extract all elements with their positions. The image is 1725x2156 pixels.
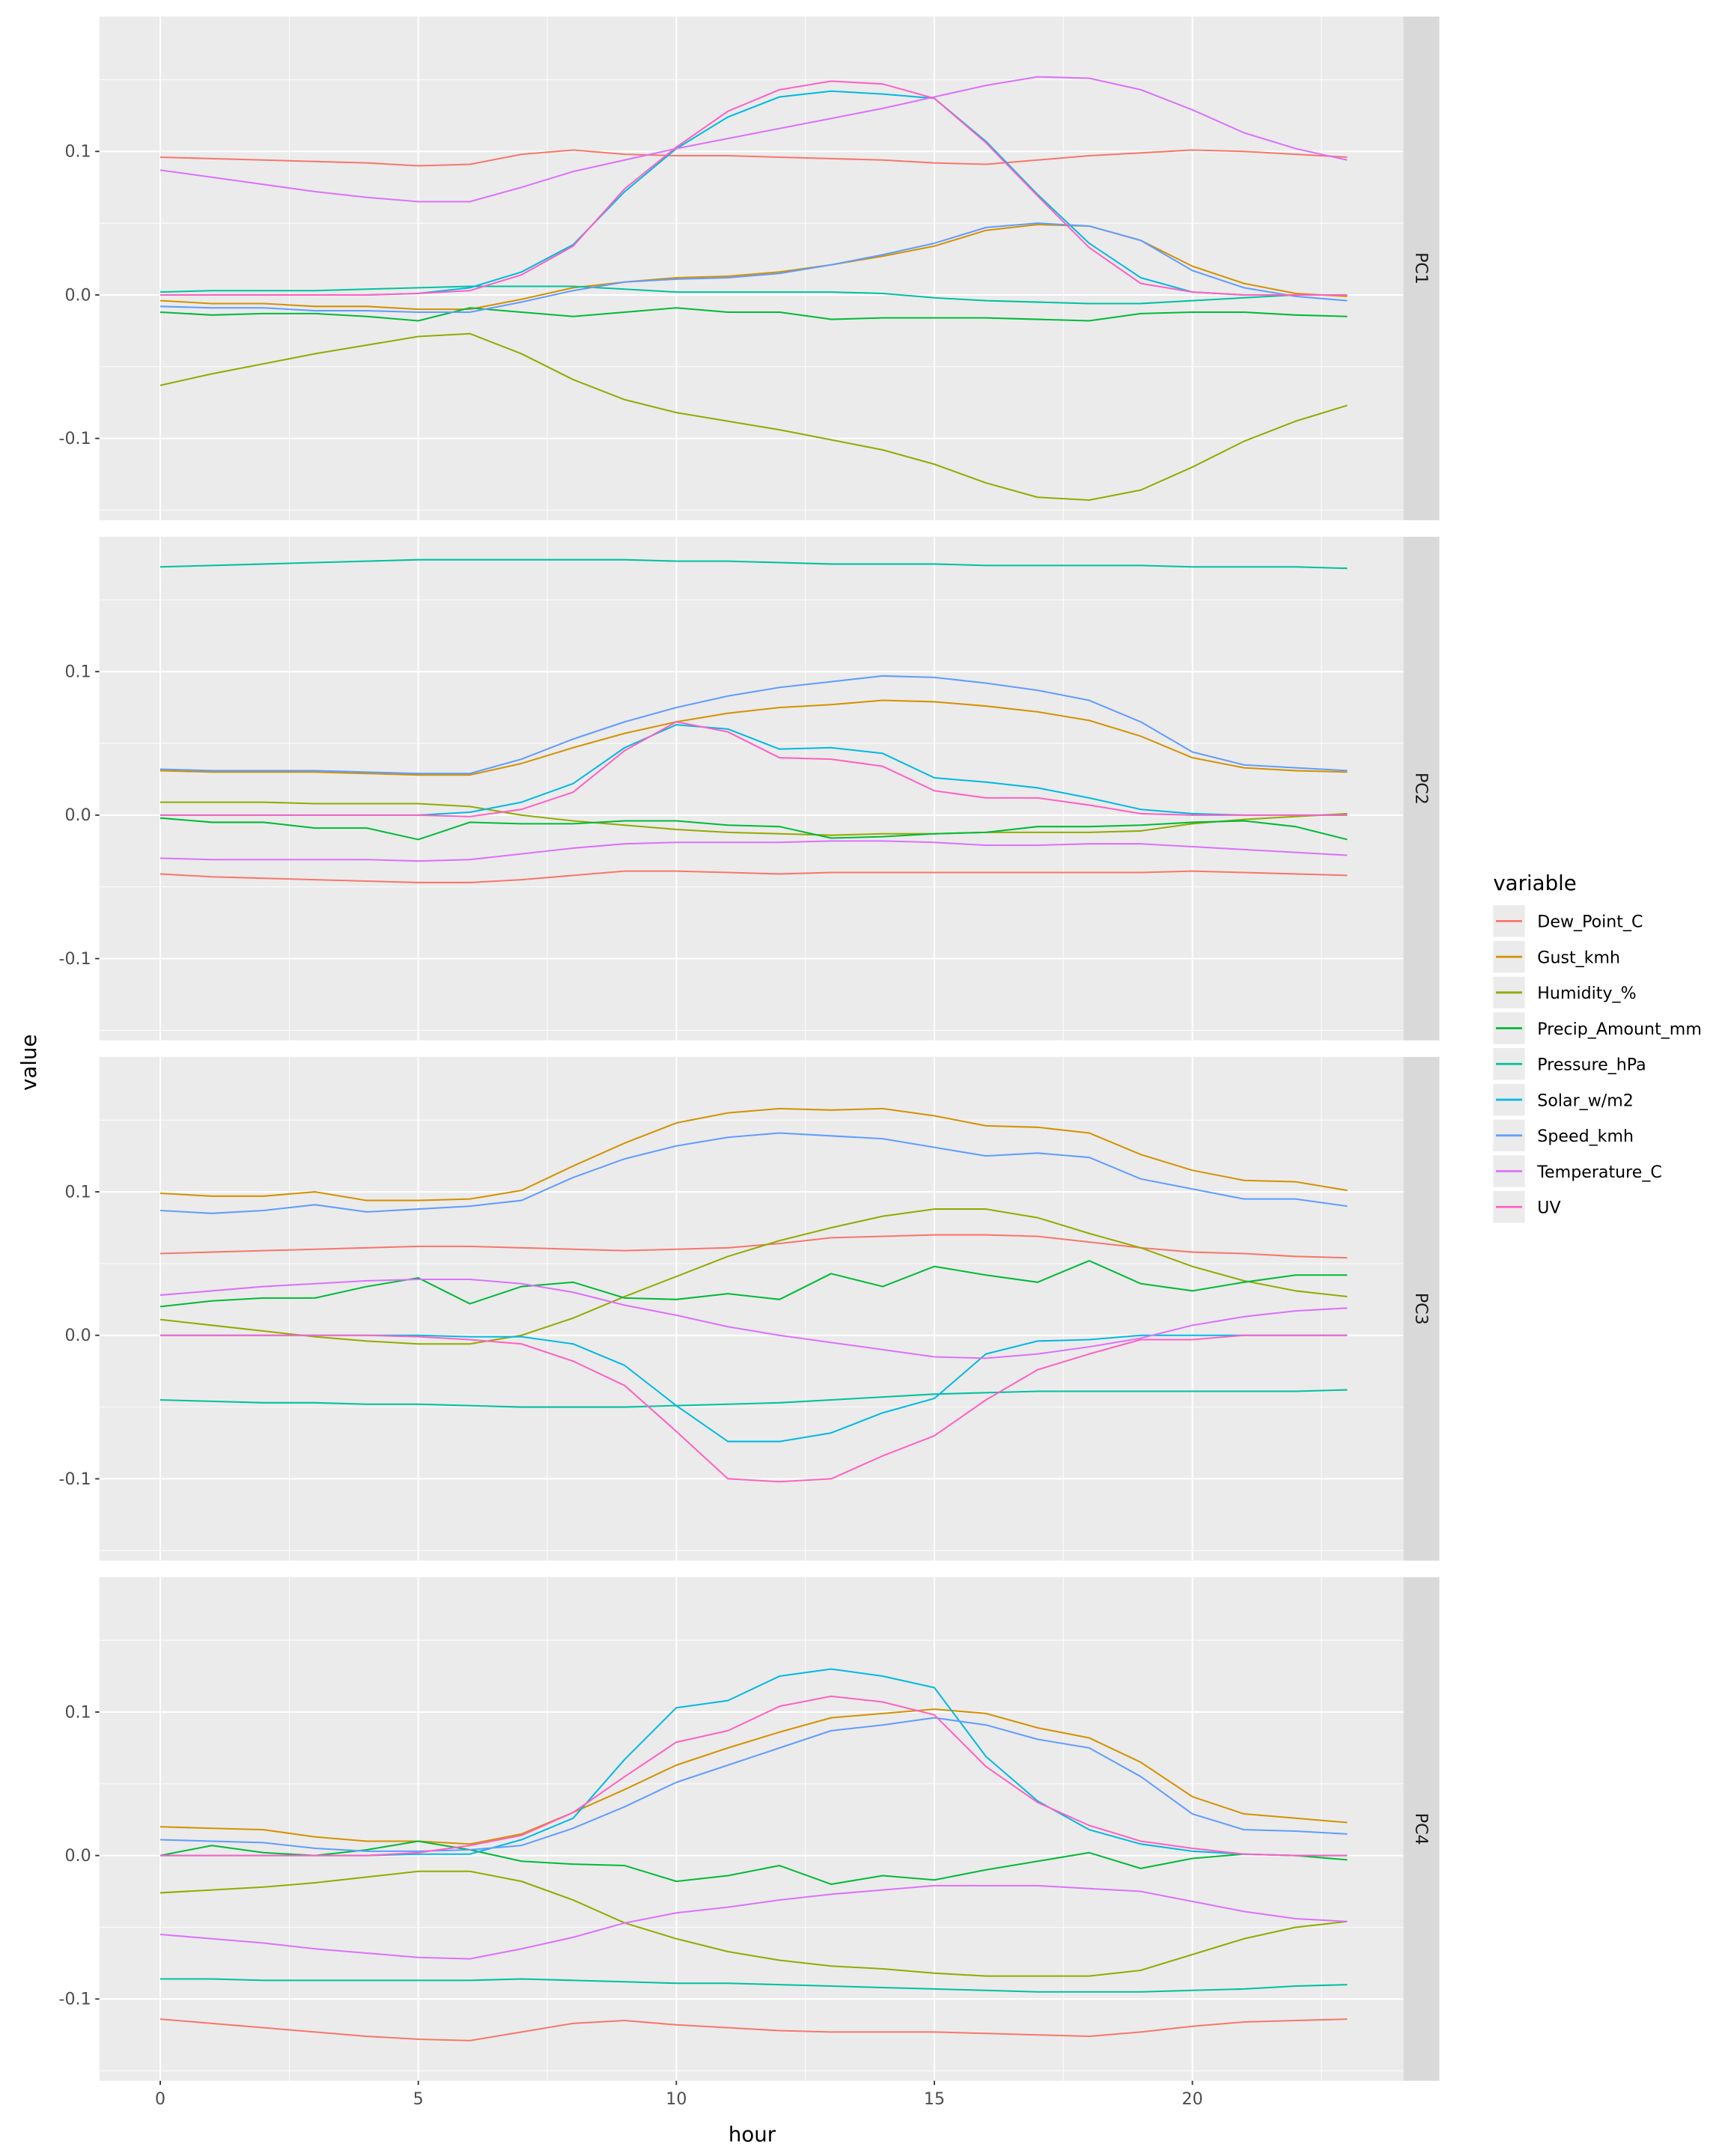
series-line-pressure-hpa	[160, 1978, 1348, 1993]
y-tick-label: 0.0	[64, 1326, 91, 1345]
series-line-temperature-c	[159, 76, 1348, 203]
series-line-dew-point-c	[160, 149, 1348, 167]
series-line-temperature-c	[159, 1884, 1348, 1960]
facet-panel-pc1: -0.1 0.0 0.1 PC1	[59, 16, 1440, 520]
legend-label: UV	[1537, 1199, 1560, 1218]
series-line-speed-kmh	[160, 1717, 1348, 1852]
facet-strip	[1403, 16, 1440, 520]
panel-background	[99, 1577, 1404, 2081]
legend-item: UV	[1493, 1191, 1561, 1223]
facet-panel-pc2: -0.1 0.0 0.1 PC2	[59, 537, 1440, 1041]
legend-label: Humidity_%	[1537, 984, 1636, 1003]
y-tick-label: 0.1	[64, 663, 91, 682]
legend-item: Pressure_hPa	[1493, 1048, 1646, 1080]
series-line-precip-amount-mm	[159, 1260, 1348, 1308]
y-tick-label: -0.1	[59, 949, 91, 969]
facet-strip	[1403, 1056, 1440, 1561]
series-line-speed-kmh	[159, 1132, 1348, 1214]
legend-item: Precip_Amount_mm	[1493, 1012, 1702, 1044]
legend-label: Dew_Point_C	[1537, 913, 1643, 932]
series-line-uv	[160, 1334, 1348, 1483]
series-line-temperature-c	[160, 840, 1348, 862]
facet-strip	[1403, 537, 1440, 1041]
series-line-humidity-	[159, 1870, 1348, 1977]
y-axis-title: value	[16, 1035, 41, 1091]
y-tick-label: 0.0	[64, 285, 91, 305]
series-line-dew-point-c	[159, 2018, 1348, 2041]
legend-item: Humidity_%	[1493, 976, 1637, 1009]
legend-item: Dew_Point_C	[1493, 905, 1643, 937]
legend-item: Speed_kmh	[1493, 1119, 1634, 1151]
x-axis-title: hour	[728, 2122, 776, 2147]
legend-label: Temperature_C	[1536, 1163, 1662, 1182]
panel-background	[99, 1056, 1404, 1561]
series-line-gust-kmh	[159, 1107, 1348, 1202]
series-line-precip-amount-mm	[159, 817, 1348, 841]
series-line-gust-kmh	[160, 1708, 1348, 1845]
legend-item: Temperature_C	[1493, 1155, 1662, 1187]
y-tick-label: 0.1	[64, 1702, 91, 1722]
y-tick-label: -0.1	[59, 1990, 91, 2009]
series-line-speed-kmh	[160, 674, 1348, 775]
legend-label: Speed_kmh	[1537, 1127, 1634, 1146]
facet-strip-label: PC4	[1411, 1813, 1431, 1845]
legend-label: Gust_kmh	[1537, 948, 1620, 967]
series-line-pressure-hpa	[160, 285, 1348, 305]
x-tick-label: 0	[155, 2089, 165, 2109]
series-line-dew-point-c	[160, 1234, 1348, 1259]
series-line-uv	[160, 1695, 1348, 1857]
y-tick-label: -0.1	[59, 429, 91, 448]
legend-item: Solar_w/m2	[1493, 1083, 1634, 1116]
legend: variable Dew_Point_C Gust_kmh Humidity_% Pr…	[1493, 871, 1702, 1223]
facet-panel-pc4: -0.1 0.0 0.1 PC4 0 5 10 15 20	[59, 1577, 1440, 2109]
legend-label: Pressure_hPa	[1537, 1056, 1646, 1075]
x-tick-label: 15	[924, 2089, 945, 2109]
y-tick-label: -0.1	[59, 1470, 91, 1489]
series-line-pressure-hpa	[160, 1389, 1348, 1408]
facet-strip-label: PC3	[1411, 1293, 1431, 1325]
facet-strip	[1403, 1577, 1440, 2081]
panel-background	[99, 537, 1404, 1041]
y-tick-label: 0.0	[64, 806, 91, 825]
y-tick-label: 0.0	[64, 1846, 91, 1866]
series-line-pressure-hpa	[160, 558, 1348, 570]
facet-strip-label: PC2	[1411, 773, 1431, 805]
series-line-uv	[160, 80, 1348, 296]
y-tick-label: 0.1	[64, 142, 91, 162]
facet-panels: -0.10.00.1PC1-0.10.00.1PC2-0.10.00.1PC3-…	[59, 16, 1440, 2109]
series-line-precip-amount-mm	[159, 307, 1348, 322]
legend-label: Precip_Amount_mm	[1537, 1020, 1702, 1039]
series-line-gust-kmh	[160, 699, 1348, 776]
series-line-uv	[160, 721, 1348, 817]
legend-label: Solar_w/m2	[1537, 1091, 1634, 1110]
x-tick-label: 20	[1182, 2089, 1203, 2109]
facet-strip-label: PC1	[1411, 252, 1431, 284]
series-line-humidity-	[160, 801, 1348, 836]
legend-item: Gust_kmh	[1493, 940, 1620, 973]
facet-panel-pc3: -0.1 0.0 0.1 PC3	[59, 1056, 1440, 1561]
series-line-temperature-c	[159, 1278, 1348, 1359]
legend-title: variable	[1493, 871, 1576, 895]
series-line-humidity-	[159, 1208, 1348, 1345]
x-tick-label: 5	[413, 2089, 424, 2109]
y-tick-label: 0.1	[64, 1182, 91, 1202]
series-line-humidity-	[159, 332, 1348, 502]
series-line-speed-kmh	[160, 222, 1348, 313]
x-tick-label: 10	[666, 2089, 687, 2109]
series-line-dew-point-c	[159, 870, 1348, 883]
panel-background	[99, 16, 1404, 520]
